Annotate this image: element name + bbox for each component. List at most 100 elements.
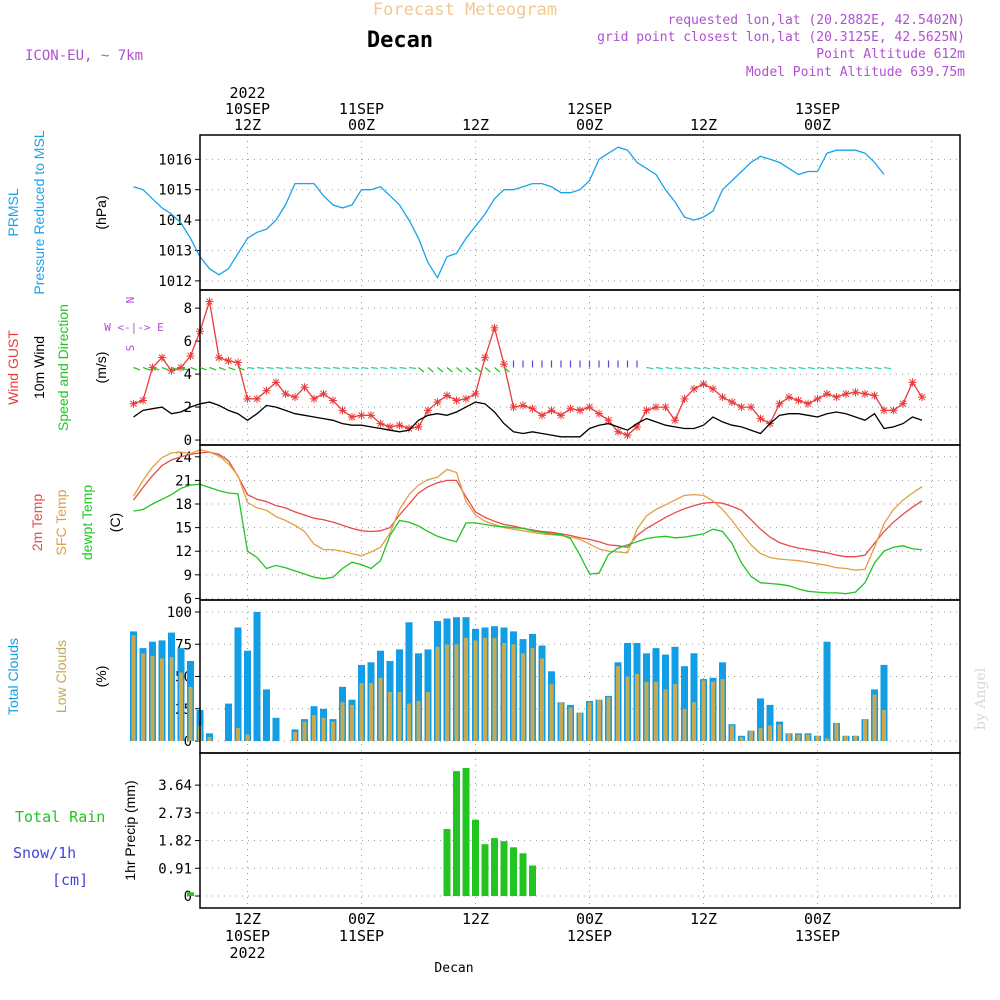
gust-point xyxy=(604,416,613,425)
bar-low_clouds xyxy=(521,653,525,741)
y-tick-label: 1012 xyxy=(158,274,192,290)
bar-low_clouds xyxy=(777,724,782,741)
compass-south: S xyxy=(124,345,137,352)
gust-point xyxy=(205,297,214,306)
wind-arrow xyxy=(465,367,472,373)
bar-low_clouds xyxy=(853,735,858,741)
wind-arrow xyxy=(370,366,379,370)
y-tick-label: 0 xyxy=(184,433,192,449)
top-time-label: 13SEP xyxy=(795,100,840,118)
wind-arrow xyxy=(142,366,150,371)
bar-low_clouds xyxy=(825,738,829,741)
bar-low_clouds xyxy=(663,689,668,741)
gust-point xyxy=(234,358,242,367)
wind-arrow xyxy=(389,366,398,370)
series-low_clouds xyxy=(131,635,886,742)
bar-low_clouds xyxy=(635,673,639,741)
product-title: Forecast Meteogram xyxy=(373,0,557,20)
y-tick-label: 0 xyxy=(184,889,192,905)
wind-arrow xyxy=(817,366,825,370)
bar-total_clouds xyxy=(823,641,831,741)
series-wind xyxy=(133,401,923,438)
gust-point xyxy=(509,403,518,412)
panel-frame xyxy=(199,752,961,909)
bar-low_clouds xyxy=(616,666,620,741)
wind-arrow xyxy=(380,366,388,370)
gust-point xyxy=(633,422,641,431)
gridpoint-coords: grid point closest lon,lat (20.3125E, 42… xyxy=(597,30,965,45)
bottom-time-label: 00Z xyxy=(804,910,831,928)
bar-low_clouds xyxy=(787,733,791,741)
y-tick-label: 0.91 xyxy=(158,861,192,877)
credit-watermark: by Angel xyxy=(973,667,989,730)
wind-arrow xyxy=(684,366,692,370)
wind-arrow xyxy=(446,367,453,373)
bar-total_clouds xyxy=(244,650,251,741)
panel-precip: 0 0.91 1.82 2.73 3.64 Total Rain Snow/1h [cm] 1h… xyxy=(13,752,961,909)
bar-low_clouds xyxy=(245,734,250,741)
wind-arrow xyxy=(855,366,863,370)
gust-point xyxy=(614,427,622,436)
bar-rain xyxy=(529,865,536,896)
bar-low_clouds xyxy=(445,644,449,742)
bottom-time-label: 2022 xyxy=(229,944,265,962)
panel-label: 10m Wind xyxy=(31,336,47,399)
wind-arrow xyxy=(408,366,417,370)
wind-arrow xyxy=(418,367,425,373)
y-tick-label: 0 xyxy=(184,734,192,750)
bar-low_clouds xyxy=(350,704,354,741)
wind-arrow xyxy=(256,366,265,370)
bar-low_clouds xyxy=(701,680,706,741)
gust-point xyxy=(329,396,337,405)
series-total_clouds xyxy=(130,612,888,742)
bar-low_clouds xyxy=(644,681,649,741)
gust-point xyxy=(794,396,803,405)
series-dew xyxy=(133,483,923,595)
gust-point xyxy=(481,353,489,362)
bar-low_clouds xyxy=(806,734,810,741)
wind-arrow xyxy=(323,366,331,370)
gust-point xyxy=(376,419,385,428)
bottom-time-label: 12Z xyxy=(234,910,261,928)
bar-low_clouds xyxy=(682,708,687,742)
gust-point xyxy=(547,406,556,415)
bar-rain xyxy=(453,771,460,896)
bar-low_clouds xyxy=(606,697,611,741)
wind-arrow xyxy=(427,367,434,373)
location-title: Decan xyxy=(367,28,433,53)
bar-low_clouds xyxy=(359,683,364,741)
series-gust xyxy=(129,297,926,440)
bar-total_clouds xyxy=(272,717,280,741)
wind-direction-arrows xyxy=(133,360,891,373)
wind-arrow xyxy=(285,366,293,370)
gust-point xyxy=(832,393,841,402)
series-line-sfc xyxy=(132,449,923,571)
top-time-label: 00Z xyxy=(348,116,375,134)
gust-point xyxy=(804,399,812,408)
gust-point xyxy=(405,424,413,433)
bar-low_clouds xyxy=(625,676,630,741)
bar-low_clouds xyxy=(511,644,516,742)
bar-low_clouds xyxy=(188,686,193,741)
bar-low_clouds xyxy=(483,637,487,741)
panel-frame xyxy=(199,134,961,291)
gust-point xyxy=(224,356,233,365)
gust-point xyxy=(870,391,879,400)
bar-rain xyxy=(443,829,451,896)
gust-point xyxy=(823,389,831,398)
unit-label: (%) xyxy=(93,666,109,688)
bottom-time-label: 12Z xyxy=(690,910,717,928)
gust-point xyxy=(348,412,356,421)
wind-arrow xyxy=(342,366,350,370)
wind-arrow xyxy=(275,366,284,370)
bar-rain xyxy=(481,844,489,896)
bar-low_clouds xyxy=(236,728,240,741)
wind-arrow xyxy=(484,367,491,373)
bottom-location-label: Decan xyxy=(434,961,473,976)
wind-arrow xyxy=(237,366,245,371)
bar-low_clouds xyxy=(711,681,715,741)
wind-arrow xyxy=(788,366,796,370)
panel-label: SFC Temp xyxy=(53,489,69,555)
unit-label: (C) xyxy=(107,513,123,532)
gust-point xyxy=(756,414,765,423)
